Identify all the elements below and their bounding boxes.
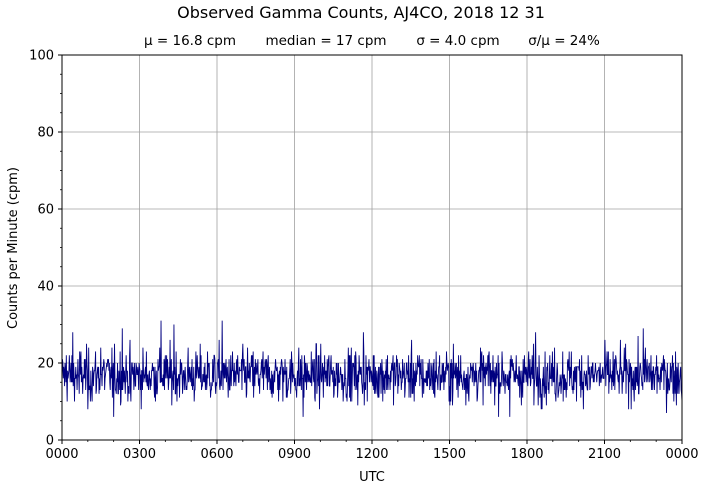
stat-mean: μ = 16.8 cpm <box>144 33 236 49</box>
y-tick-label: 0 <box>46 434 54 449</box>
x-tick-label: 1800 <box>510 447 543 462</box>
x-tick-label: 2100 <box>588 447 621 462</box>
x-tick-label: 1500 <box>433 447 466 462</box>
chart-title: Observed Gamma Counts, AJ4CO, 2018 12 31 <box>177 3 545 22</box>
y-tick-label: 100 <box>29 49 54 64</box>
stat-median: median = 17 cpm <box>265 33 386 49</box>
stat-cv: σ/μ = 24% <box>528 33 600 49</box>
x-tick-label: 0600 <box>200 447 233 462</box>
y-tick-label: 60 <box>37 203 54 218</box>
series-line <box>61 320 683 417</box>
x-tick-label: 0000 <box>45 447 78 462</box>
x-tick-label: 0000 <box>665 447 698 462</box>
x-tick-label: 0900 <box>278 447 311 462</box>
x-tick-label: 0300 <box>123 447 156 462</box>
series <box>61 320 683 417</box>
x-tick-label: 1200 <box>355 447 388 462</box>
stat-sigma: σ = 4.0 cpm <box>416 33 499 49</box>
y-tick-label: 80 <box>37 126 54 141</box>
y-tick-label: 40 <box>37 280 54 295</box>
y-axis-label: Counts per Minute (cpm) <box>6 167 21 329</box>
x-axis-label: UTC <box>359 470 385 485</box>
ticks: 0000 0300 0600 0900 1200 1500 1800 2100 00000204… <box>29 49 698 463</box>
y-tick-label: 20 <box>37 357 54 372</box>
